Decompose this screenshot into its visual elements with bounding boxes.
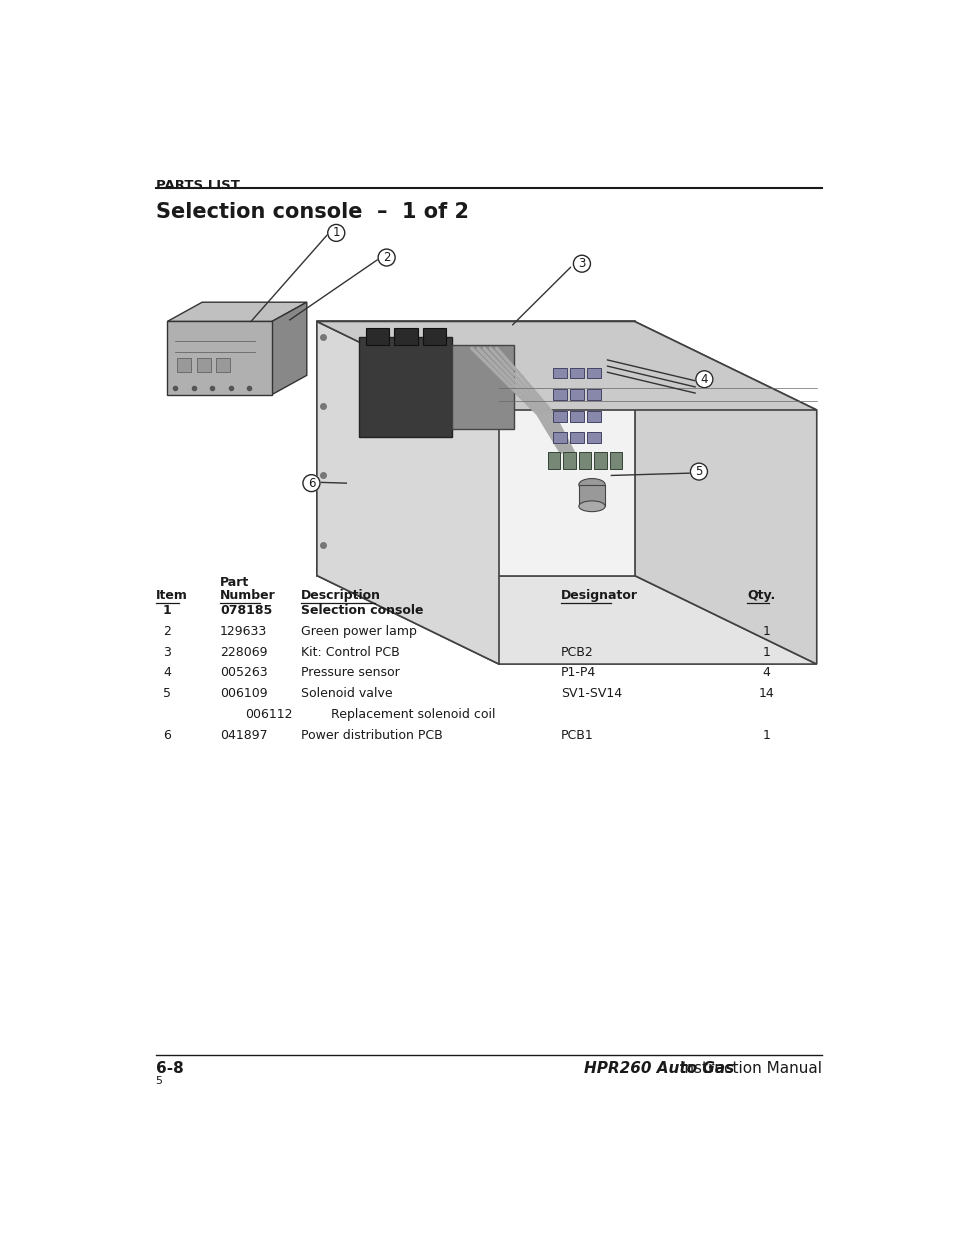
Bar [570,411,583,421]
Polygon shape [316,321,634,576]
Circle shape [377,249,395,266]
Polygon shape [167,321,272,395]
Bar [587,389,600,400]
Polygon shape [316,321,816,410]
Text: 4: 4 [761,667,769,679]
Polygon shape [634,321,816,664]
Text: 1: 1 [761,729,769,742]
Bar [578,452,591,469]
Text: 1: 1 [333,226,339,240]
Bar [609,452,621,469]
Text: PARTS LIST: PARTS LIST [155,179,239,191]
Text: 2: 2 [382,251,390,264]
Text: HPR260 Auto Gas: HPR260 Auto Gas [583,1061,733,1076]
Bar [562,452,575,469]
Text: Description: Description [301,589,381,601]
Bar [394,327,417,345]
Bar [216,358,230,372]
Text: 1: 1 [761,646,769,658]
Text: 3: 3 [578,257,585,270]
Bar [594,452,606,469]
Text: Instruction Manual: Instruction Manual [675,1061,821,1076]
Text: Selection console  –  1 of 2: Selection console – 1 of 2 [155,203,468,222]
Text: SV1-SV14: SV1-SV14 [560,688,621,700]
Circle shape [690,463,707,480]
Bar [553,389,567,400]
Text: PCB2: PCB2 [560,646,593,658]
Text: Part: Part [220,577,249,589]
Text: 006112: 006112 [245,708,292,721]
Text: 078185: 078185 [220,604,272,618]
Bar [177,358,192,372]
Text: Designator: Designator [560,589,638,601]
Bar [553,368,567,378]
Bar [587,368,600,378]
Text: 1: 1 [761,625,769,638]
Text: 6: 6 [163,729,171,742]
Ellipse shape [578,501,604,511]
Bar [570,389,583,400]
Circle shape [328,225,344,241]
Bar [570,368,583,378]
Text: PCB1: PCB1 [560,729,593,742]
Polygon shape [316,576,816,664]
Text: 228069: 228069 [220,646,267,658]
Text: 14: 14 [758,688,774,700]
Text: 5: 5 [163,688,172,700]
Text: Kit: Control PCB: Kit: Control PCB [301,646,399,658]
Text: Selection console: Selection console [301,604,423,618]
Text: 4: 4 [163,667,171,679]
Circle shape [573,256,590,272]
Text: 041897: 041897 [220,729,268,742]
Bar [365,327,389,345]
Bar [587,411,600,421]
Text: 006109: 006109 [220,688,268,700]
Circle shape [303,474,319,492]
Polygon shape [316,321,498,664]
Text: Number: Number [220,589,275,601]
Text: 005263: 005263 [220,667,268,679]
Text: 4: 4 [700,373,707,385]
Text: Solenoid valve: Solenoid valve [301,688,393,700]
Bar [553,411,567,421]
Text: 3: 3 [163,646,171,658]
Bar [547,452,559,469]
Polygon shape [167,303,307,321]
Text: 6-8: 6-8 [155,1061,183,1076]
Text: 6: 6 [308,477,314,489]
Text: P1-P4: P1-P4 [560,667,596,679]
Polygon shape [452,345,514,430]
Bar [578,484,604,506]
Polygon shape [359,337,452,437]
Ellipse shape [578,478,604,490]
Text: 5: 5 [695,466,702,478]
Text: Pressure sensor: Pressure sensor [301,667,399,679]
Text: Qty.: Qty. [746,589,775,601]
Circle shape [695,370,712,388]
Polygon shape [272,303,307,395]
Text: Item: Item [155,589,188,601]
Bar [587,432,600,443]
Bar [196,358,211,372]
Text: Green power lamp: Green power lamp [301,625,416,638]
Text: 5: 5 [155,1076,163,1086]
Text: Replacement solenoid coil: Replacement solenoid coil [315,708,496,721]
Bar [570,432,583,443]
Text: 129633: 129633 [220,625,267,638]
Text: 2: 2 [163,625,171,638]
Bar [422,327,446,345]
Bar [553,432,567,443]
Text: 1: 1 [163,604,172,618]
Text: Power distribution PCB: Power distribution PCB [301,729,442,742]
